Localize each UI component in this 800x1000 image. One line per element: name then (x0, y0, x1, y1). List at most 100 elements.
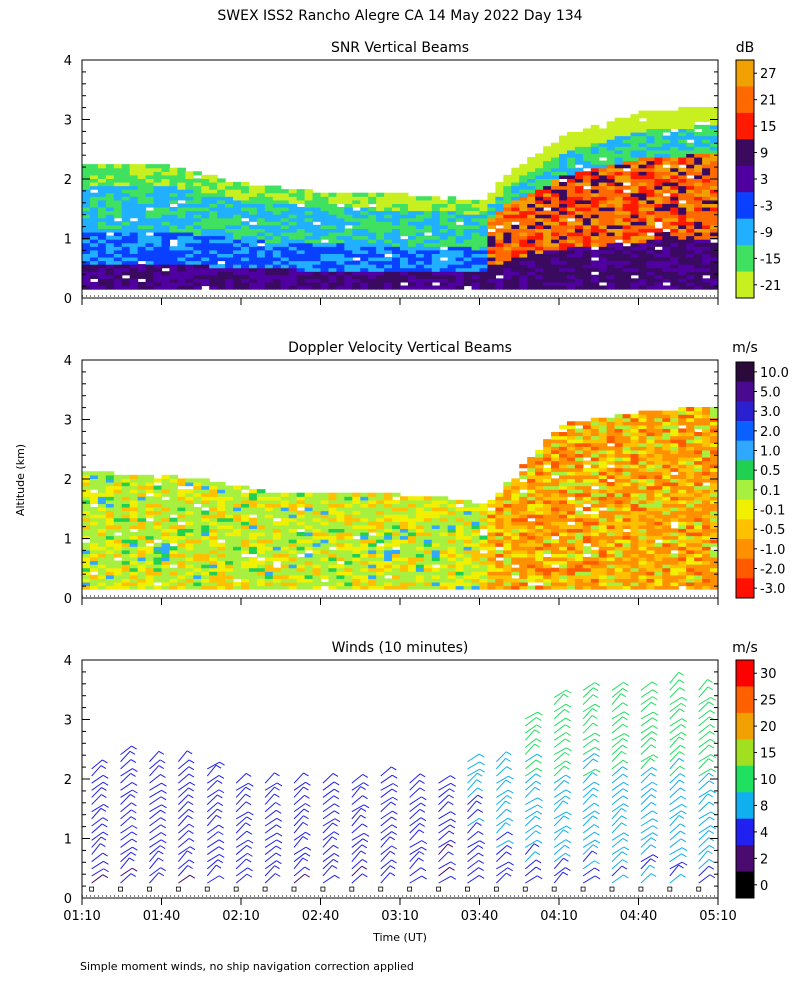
field-cell (622, 239, 632, 244)
field-cell (551, 521, 560, 526)
field-cell (360, 267, 369, 272)
field-cell (614, 274, 624, 279)
field-cell (423, 546, 433, 551)
field-cell (519, 485, 528, 490)
field-cell (535, 224, 544, 229)
field-cell (439, 199, 449, 204)
field-cell (161, 581, 171, 587)
field-cell (344, 264, 353, 269)
field-cell (97, 535, 107, 540)
field-cell (113, 189, 123, 194)
field-cell (336, 517, 345, 522)
field-cell (344, 199, 353, 204)
field-cell (217, 546, 226, 551)
field-cell (217, 271, 226, 276)
field-cell (527, 499, 536, 504)
field-cell (272, 231, 282, 237)
field-cell (177, 178, 186, 183)
field-cell (638, 178, 648, 183)
field-cell (551, 206, 560, 212)
field-cell (185, 506, 194, 512)
field-cell (519, 585, 528, 590)
field-cell (161, 221, 171, 226)
field-cell (384, 564, 393, 569)
field-cell (193, 528, 202, 533)
field-cell (177, 481, 186, 487)
field-cell (185, 217, 194, 222)
field-cell (614, 528, 624, 533)
field-cell (296, 578, 306, 583)
field-cell (471, 549, 481, 554)
field-cell (360, 264, 369, 269)
field-cell (105, 192, 115, 197)
field-cell (535, 553, 544, 558)
field-cell (407, 267, 417, 272)
field-cell (447, 278, 457, 283)
field-cell (368, 217, 377, 222)
field-cell (288, 517, 298, 522)
field-cell (352, 549, 361, 554)
field-cell (606, 471, 616, 476)
field-cell (479, 264, 489, 269)
field-cell (233, 189, 242, 194)
field-cell (590, 178, 600, 183)
field-cell (89, 510, 99, 515)
field-cell (161, 521, 171, 526)
field-cell (312, 264, 322, 269)
field-cell (495, 196, 504, 201)
field-cell (129, 564, 139, 569)
field-cell (630, 435, 640, 440)
field-cell (590, 131, 600, 137)
field-cell (551, 453, 560, 458)
field-cell (225, 585, 234, 590)
field-cell (320, 267, 330, 272)
field-cell (487, 196, 496, 201)
field-cell (598, 224, 608, 229)
field-cell (455, 214, 465, 219)
field-cell (590, 542, 600, 547)
field-cell (209, 181, 218, 187)
field-cell (670, 246, 679, 251)
field-cell (598, 503, 608, 508)
field-cell (209, 285, 218, 290)
field-cell (185, 185, 194, 190)
field-cell (519, 571, 528, 576)
field-cell (535, 249, 544, 254)
field-cell (455, 285, 465, 290)
field-cell (614, 578, 624, 583)
field-cell (598, 242, 608, 247)
field-cell (233, 285, 242, 290)
field-cell (439, 549, 449, 554)
field-cell (177, 214, 186, 219)
field-cell (535, 228, 544, 233)
field-cell (193, 481, 202, 487)
footnote: Simple moment winds, no ship navigation … (80, 960, 414, 973)
field-cell (686, 164, 695, 169)
field-cell (503, 224, 512, 229)
field-cell (415, 196, 425, 201)
field-cell (606, 185, 616, 190)
field-cell (447, 549, 457, 554)
field-cell (272, 535, 282, 540)
field-cell (384, 517, 393, 522)
field-cell (328, 585, 337, 590)
field-cell (551, 235, 560, 240)
field-cell (392, 499, 401, 504)
field-cell (177, 517, 186, 522)
field-cell (296, 539, 306, 544)
field-cell (527, 228, 536, 233)
field-cell (582, 285, 592, 290)
field-cell (630, 214, 640, 219)
field-cell (113, 224, 123, 229)
field-cell (543, 439, 552, 444)
field-cell (145, 528, 155, 533)
field-cell (241, 239, 250, 244)
field-cell (670, 153, 679, 158)
field-cell (105, 196, 115, 201)
field-cell (193, 217, 202, 222)
field-cell (400, 260, 409, 265)
field-cell (217, 231, 226, 237)
field-cell (487, 285, 496, 290)
field-cell (638, 571, 648, 576)
field-cell (638, 171, 648, 176)
